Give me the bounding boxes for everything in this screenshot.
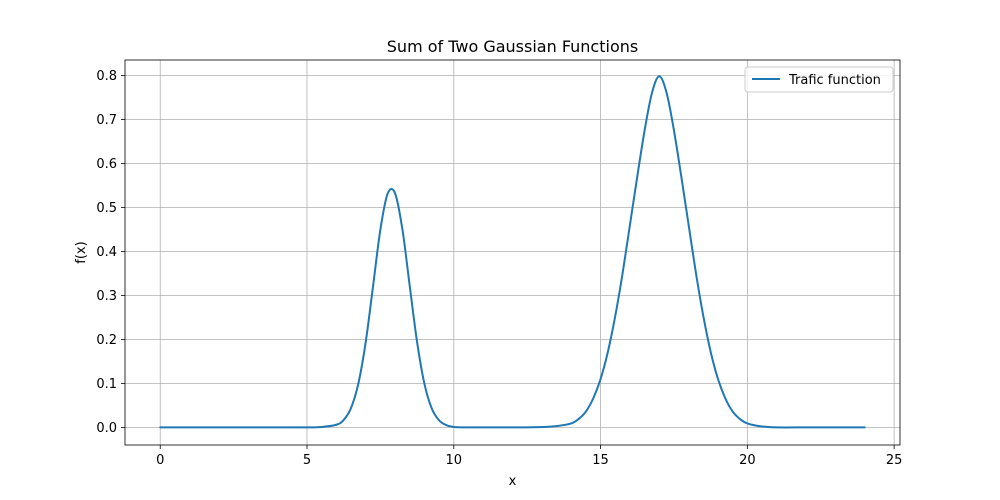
chart-title: Sum of Two Gaussian Functions [387, 37, 638, 56]
y-tick-label: 0.0 [96, 421, 117, 436]
legend-label: Trafic function [788, 73, 881, 88]
y-tick-label: 0.5 [96, 201, 117, 216]
y-tick-label: 0.1 [96, 377, 117, 392]
x-tick-label: 15 [592, 453, 609, 468]
y-axis-label: f(x) [74, 241, 89, 263]
y-tick-label: 0.6 [96, 157, 117, 172]
plot-series [159, 75, 866, 429]
y-tick-label: 0.2 [96, 333, 117, 348]
x-tick-label: 5 [303, 453, 311, 468]
series-line [159, 75, 866, 429]
y-tick-label: 0.8 [96, 69, 117, 84]
legend-box [744, 66, 894, 93]
y-tick-label: 0.7 [96, 113, 117, 128]
y-axis-ticks: 0.0 0.1 0.2 0.3 0.4 0.5 0.6 0.7 0.8 [96, 69, 125, 436]
plot-frame [124, 59, 901, 446]
grid [125, 60, 900, 445]
x-axis-ticks: 0 5 10 15 20 25 [156, 445, 902, 468]
x-axis-label: x [509, 474, 517, 489]
y-tick-label: 0.4 [96, 245, 117, 260]
x-tick-label: 0 [156, 453, 164, 468]
x-tick-label: 20 [739, 453, 756, 468]
x-tick-label: 25 [886, 453, 903, 468]
y-tick-label: 0.3 [96, 289, 117, 304]
legend: Trafic function [744, 66, 894, 93]
x-tick-label: 10 [446, 453, 463, 468]
